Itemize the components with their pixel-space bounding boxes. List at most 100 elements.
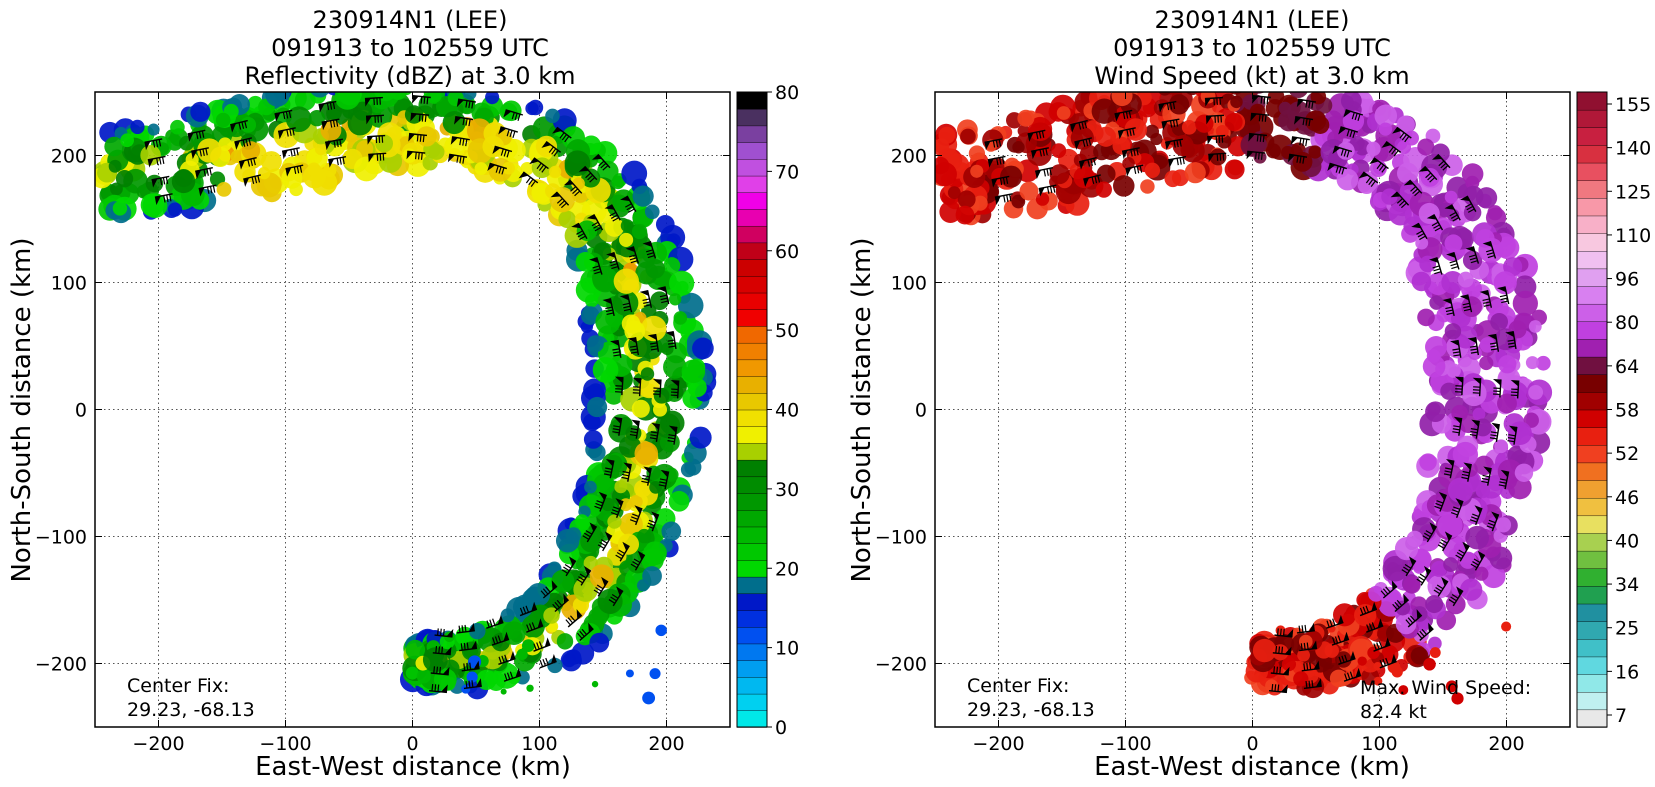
band-cell	[1230, 95, 1243, 109]
wind-barb	[1358, 171, 1379, 187]
colorbar-segment	[1576, 709, 1608, 728]
band-cell	[1354, 604, 1377, 627]
x-axis-label: East-West distance (km)	[1094, 752, 1410, 782]
band-cell	[592, 266, 619, 293]
wind-barb	[1359, 601, 1378, 617]
wind-barb	[602, 298, 615, 317]
band-cell	[1341, 95, 1354, 108]
band-cell	[167, 202, 183, 217]
band-cell	[1431, 560, 1448, 577]
wind-barb	[191, 147, 209, 160]
x-tick-label: −100	[1099, 733, 1151, 755]
wind-barb	[1431, 153, 1451, 171]
band-cell	[968, 145, 986, 162]
band-cell	[547, 657, 563, 674]
colorbar-segment	[736, 676, 768, 695]
max-wind-label: Max. Wind Speed:	[1360, 677, 1531, 699]
band-cell	[1463, 203, 1482, 222]
wind-barb	[498, 651, 516, 666]
band-cell	[428, 144, 445, 160]
band-cell	[593, 473, 615, 496]
band-cell	[130, 119, 145, 135]
wind-barbs	[984, 95, 1520, 694]
band-cell	[1528, 384, 1544, 400]
wind-barb	[432, 646, 452, 656]
band-cell	[1481, 564, 1506, 589]
band-cell	[170, 119, 185, 135]
band-cell	[613, 268, 639, 294]
band-fragment	[1373, 661, 1382, 671]
band-cell	[661, 521, 682, 542]
band-cell	[502, 161, 515, 175]
band-cell	[565, 527, 582, 543]
band-cell	[485, 92, 500, 105]
band-cell	[1164, 170, 1182, 188]
band-cell	[617, 533, 640, 555]
band-cell	[611, 175, 625, 190]
wind-barb	[652, 378, 662, 398]
wind-barb	[1369, 157, 1389, 173]
band-cell	[663, 355, 687, 379]
band-cell	[592, 357, 619, 383]
band-cell	[1349, 638, 1374, 663]
colorbar-segment	[1576, 691, 1608, 711]
wind-barb	[456, 98, 477, 109]
colorbar-segment	[736, 125, 768, 143]
wind-barb	[321, 118, 340, 131]
wind-barb	[620, 195, 637, 213]
band-cell	[500, 608, 515, 623]
wind-barb	[195, 167, 213, 180]
band-cell	[1417, 138, 1435, 156]
wind-barb	[1418, 165, 1438, 183]
band-cell	[1419, 255, 1437, 273]
band-cell	[1298, 634, 1313, 649]
band-cell	[1381, 188, 1398, 205]
band-cell	[1463, 185, 1484, 207]
band-cell	[1011, 194, 1026, 209]
band-cell	[1357, 175, 1376, 195]
colorbar-segment	[1576, 479, 1608, 499]
band-cell	[1388, 202, 1412, 226]
colorbar-tick-label: 40	[775, 400, 799, 422]
wind-barb	[1450, 339, 1462, 358]
wind-barb	[1405, 609, 1423, 628]
band-cell	[1124, 118, 1148, 141]
band-cell	[1122, 157, 1135, 170]
band-cell	[1019, 181, 1039, 201]
chart-title-line-2: 091913 to 102559 UTC	[1113, 34, 1391, 62]
wind-barb	[1248, 132, 1268, 143]
band-cell	[1224, 113, 1243, 132]
colorbar-tick-label: 50	[775, 320, 799, 342]
band-cell	[597, 588, 623, 614]
wind-barb	[591, 153, 611, 171]
wind-barb	[281, 147, 300, 160]
wind-barb	[594, 491, 607, 512]
colorbar-segment	[736, 643, 768, 661]
band-cell	[640, 367, 655, 381]
band-cell	[1415, 236, 1429, 250]
band-cell	[140, 144, 161, 166]
band-cell	[595, 309, 621, 335]
band-cell	[575, 514, 589, 529]
plot-area: −200 −100 0 100 200 −200 −100 0 100 200 Center F…	[875, 91, 1571, 755]
band-cell	[1411, 271, 1432, 292]
colorbar-segment	[736, 375, 768, 394]
band-cell	[265, 92, 290, 107]
y-axis-label: North-South distance (km)	[7, 237, 37, 582]
wind-barb	[463, 678, 482, 690]
wind-barb	[1301, 660, 1320, 672]
band-cell	[285, 106, 312, 133]
wind-barb	[1426, 214, 1444, 232]
band-cell	[631, 399, 650, 418]
wind-barb	[1326, 614, 1344, 629]
band-cell	[643, 541, 667, 566]
colorbar-segment	[1576, 338, 1608, 358]
band-cell	[1073, 153, 1088, 167]
band-cell	[1113, 175, 1135, 197]
band-fragment	[1429, 647, 1441, 659]
wind-barb	[565, 609, 583, 628]
colorbar-tick-label: 16	[1615, 661, 1639, 683]
wind-barb	[1332, 145, 1353, 158]
wind-barb	[491, 631, 510, 646]
wind-barb	[603, 458, 615, 479]
